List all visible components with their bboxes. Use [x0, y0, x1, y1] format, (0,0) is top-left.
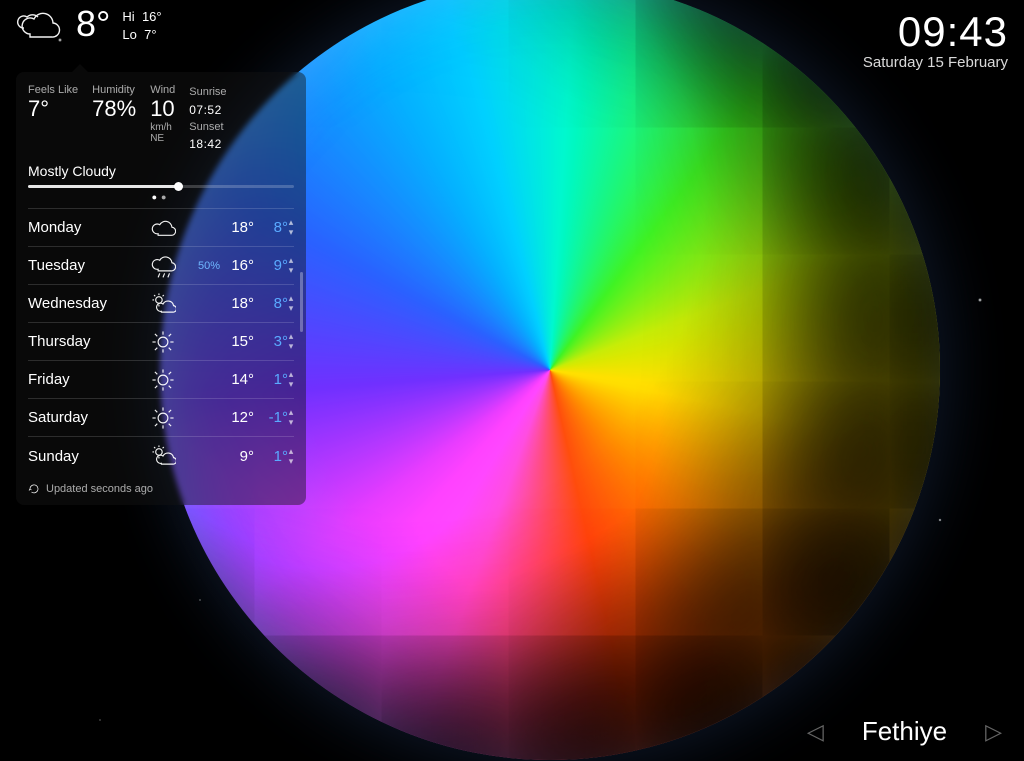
forecast-row[interactable]: Tuesday 50%16°9°▴▾	[28, 247, 294, 285]
cloudy-icon	[150, 215, 176, 241]
wind-label: Wind	[150, 84, 175, 96]
forecast-low: 1°	[258, 371, 288, 388]
sunrise-time: 07:52	[189, 101, 226, 119]
condition-text: Mostly Cloudy	[28, 163, 294, 179]
wind-value: 10	[150, 96, 174, 122]
updated-text: Updated seconds ago	[46, 483, 153, 495]
forecast-day: Tuesday	[28, 257, 150, 274]
lo-value: 7°	[144, 27, 156, 42]
forecast-high: 18°	[216, 295, 258, 312]
forecast-high: 18°	[216, 219, 258, 236]
clock-block: 09:43 Saturday 15 February	[863, 8, 1008, 71]
hi-value: 16°	[142, 9, 162, 24]
wind-unit: km/h	[150, 122, 172, 133]
humidity-label: Humidity	[92, 84, 135, 96]
sunset-time: 18:42	[189, 135, 226, 153]
forecast-day: Thursday	[28, 333, 150, 350]
cloudy-icon	[16, 6, 64, 46]
current-temp: 8°	[76, 6, 110, 42]
clock-time: 09:43	[863, 8, 1008, 56]
expand-chevron-icon[interactable]: ▴▾	[288, 294, 294, 313]
sunny-icon	[150, 367, 176, 393]
forecast-panel: Feels Like 7° Humidity 78% Wind 10 km/h …	[16, 72, 306, 505]
now-conditions: Feels Like 7° Humidity 78% Wind 10 km/h …	[28, 84, 294, 157]
scene: 8° Hi 16° Lo 7° 09:43 Saturday 15 Februa…	[0, 0, 1024, 761]
forecast-low: 8°	[258, 219, 288, 236]
forecast-low: -1°	[258, 409, 288, 426]
rain-icon	[150, 253, 176, 279]
sunny-icon	[150, 329, 176, 355]
forecast-row[interactable]: Friday 14°1°▴▾	[28, 361, 294, 399]
expand-chevron-icon[interactable]: ▴▾	[288, 370, 294, 389]
expand-chevron-icon[interactable]: ▴▾	[288, 218, 294, 237]
forecast-low: 3°	[258, 333, 288, 350]
expand-chevron-icon[interactable]: ▴▾	[288, 332, 294, 351]
forecast-low: 1°	[258, 448, 288, 465]
hourly-slider[interactable]	[28, 185, 294, 188]
forecast-row[interactable]: Monday 18°8°▴▾	[28, 209, 294, 247]
forecast-day: Sunday	[28, 448, 150, 465]
hi-lo: Hi 16° Lo 7°	[122, 8, 161, 44]
partlycloudy-icon	[150, 291, 176, 317]
forecast-day: Friday	[28, 371, 150, 388]
expand-chevron-icon[interactable]: ▴▾	[288, 256, 294, 275]
lo-label: Lo	[122, 27, 136, 42]
forecast-row[interactable]: Thursday 15°3°▴▾	[28, 323, 294, 361]
forecast-day: Wednesday	[28, 295, 150, 312]
forecast-day: Monday	[28, 219, 150, 236]
wind-dir: NE	[150, 133, 164, 144]
sunny-icon	[150, 405, 176, 431]
precip-chance: 50%	[198, 260, 216, 272]
next-location-button[interactable]: ▷	[985, 719, 1002, 745]
feels-like-label: Feels Like	[28, 84, 78, 96]
forecast-high: 15°	[216, 333, 258, 350]
scroll-indicator[interactable]	[300, 272, 303, 332]
page-indicator[interactable]: ●●	[28, 192, 294, 202]
forecast-row[interactable]: Sunday 9°1°▴▾	[28, 437, 294, 475]
expand-chevron-icon[interactable]: ▴▾	[288, 408, 294, 427]
forecast-row[interactable]: Wednesday 18°8°▴▾	[28, 285, 294, 323]
forecast-high: 14°	[216, 371, 258, 388]
prev-location-button[interactable]: ◁	[807, 719, 824, 745]
location-nav: ◁ Fethiye ▷	[807, 716, 1002, 747]
forecast-high: 12°	[216, 409, 258, 426]
feels-like-value: 7°	[28, 96, 49, 122]
expand-chevron-icon[interactable]: ▴▾	[288, 447, 294, 466]
refresh-icon[interactable]	[28, 483, 40, 495]
updated-row[interactable]: Updated seconds ago	[28, 483, 294, 495]
forecast-high: 16°	[216, 257, 258, 274]
clock-date: Saturday 15 February	[863, 54, 1008, 71]
hi-label: Hi	[122, 9, 134, 24]
forecast-high: 9°	[216, 448, 258, 465]
forecast-low: 8°	[258, 295, 288, 312]
sunrise-label: Sunrise	[189, 86, 226, 98]
current-weather-header[interactable]: 8° Hi 16° Lo 7°	[16, 6, 162, 46]
forecast-list[interactable]: Monday18°8°▴▾Tuesday50%16°9°▴▾Wednesday1…	[28, 208, 294, 475]
sunset-label: Sunset	[189, 121, 223, 133]
location-name: Fethiye	[862, 716, 947, 747]
forecast-low: 9°	[258, 257, 288, 274]
humidity-value: 78%	[92, 96, 136, 122]
forecast-day: Saturday	[28, 409, 150, 426]
forecast-row[interactable]: Saturday 12°-1°▴▾	[28, 399, 294, 437]
partlycloudy-icon	[150, 443, 176, 469]
